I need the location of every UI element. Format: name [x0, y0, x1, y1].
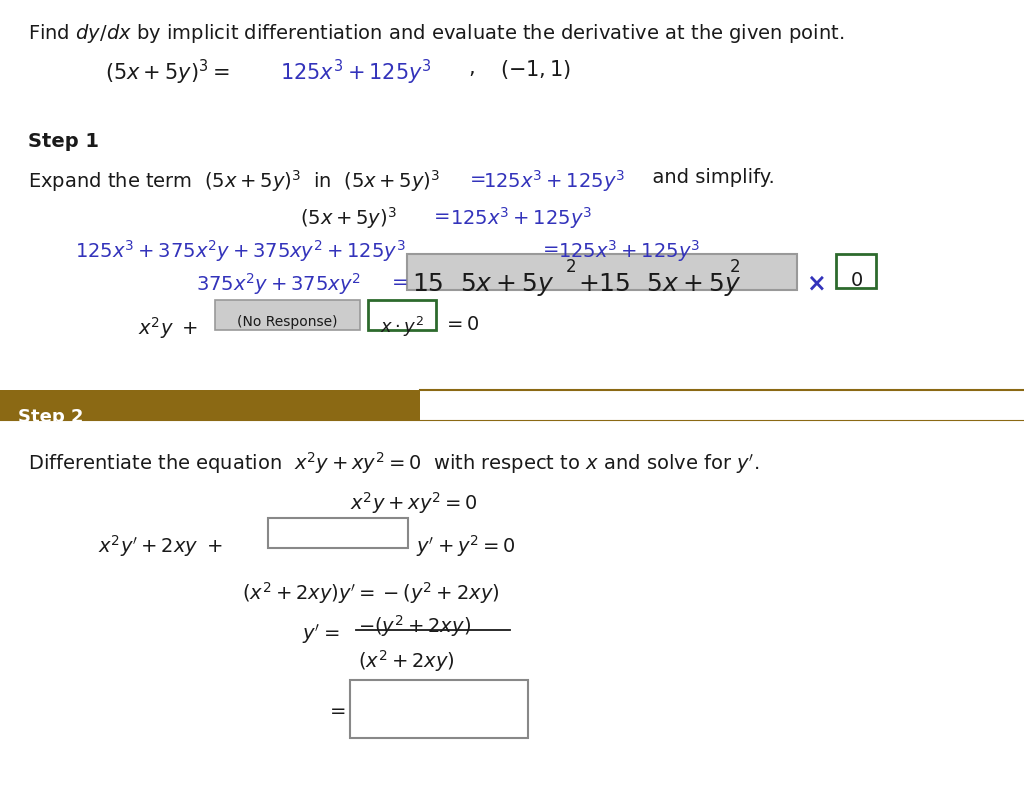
- Text: $2$: $2$: [729, 258, 740, 276]
- Text: $x^2y' + 2xy\ +$: $x^2y' + 2xy\ +$: [98, 533, 223, 559]
- Text: $125x^3 + 125y^3$: $125x^3 + 125y^3$: [450, 205, 592, 231]
- Bar: [268, 518, 408, 548]
- Text: $+ 15\ \ 5x+5y$: $+ 15\ \ 5x+5y$: [578, 271, 741, 298]
- Text: $(x^2 + 2xy)y' = -(y^2 + 2xy)$: $(x^2 + 2xy)y' = -(y^2 + 2xy)$: [242, 580, 500, 606]
- Text: $-(y^2 + 2xy)$: $-(y^2 + 2xy)$: [358, 613, 471, 639]
- Text: $x \cdot y^2$: $x \cdot y^2$: [380, 315, 424, 339]
- Text: $375x^2y + 375xy^2$: $375x^2y + 375xy^2$: [196, 271, 360, 297]
- Bar: [0, 390, 420, 420]
- Text: $\mathbf{\times}$: $\mathbf{\times}$: [806, 271, 825, 295]
- Text: $=$: $=$: [326, 700, 346, 719]
- Text: Step 2: Step 2: [18, 408, 84, 426]
- Text: $2$: $2$: [565, 258, 575, 276]
- Text: $=$: $=$: [388, 271, 409, 290]
- Text: $y' + y^2 = 0$: $y' + y^2 = 0$: [416, 533, 516, 559]
- Text: $0$: $0$: [850, 271, 862, 290]
- Text: Expand the term  $(5x + 5y)^3$  in  $(5x + 5y)^3$: Expand the term $(5x + 5y)^3$ in $(5x + …: [28, 168, 440, 194]
- Text: $=$: $=$: [539, 238, 559, 257]
- Text: $125x^3 + 125y^3$: $125x^3 + 125y^3$: [483, 168, 625, 194]
- Text: Differentiate the equation  $x^2y + xy^2 = 0$  with respect to $x$ and solve for: Differentiate the equation $x^2y + xy^2 …: [28, 450, 760, 476]
- Text: $x^2y + xy^2 = 0$: $x^2y + xy^2 = 0$: [350, 490, 478, 516]
- Text: $(x^2 + 2xy)$: $(x^2 + 2xy)$: [358, 648, 455, 674]
- Text: $x^2y\ +$: $x^2y\ +$: [138, 315, 199, 341]
- Text: $=$: $=$: [430, 205, 451, 224]
- Text: $(5x + 5y)^3$: $(5x + 5y)^3$: [300, 205, 396, 231]
- Bar: [350, 680, 528, 738]
- Bar: [368, 300, 436, 330]
- Bar: [836, 254, 876, 288]
- Text: $125x^3 + 125y^3$: $125x^3 + 125y^3$: [558, 238, 700, 264]
- Text: $125x^3 + 375x^2y + 375xy^2 + 125y^3$: $125x^3 + 375x^2y + 375xy^2 + 125y^3$: [75, 238, 406, 264]
- Text: $125x^3 + 125y^3$: $125x^3 + 125y^3$: [280, 58, 432, 87]
- Text: $(-1, 1)$: $(-1, 1)$: [500, 58, 571, 81]
- Text: $,$: $,$: [468, 58, 475, 78]
- Text: Find $dy/dx$ by implicit differentiation and evaluate the derivative at the give: Find $dy/dx$ by implicit differentiation…: [28, 22, 845, 45]
- Text: (No Response): (No Response): [237, 315, 337, 329]
- Text: and simplify.: and simplify.: [640, 168, 775, 187]
- Text: $= 0$: $= 0$: [443, 315, 480, 334]
- Text: $(5x + 5y)^3 = $: $(5x + 5y)^3 = $: [105, 58, 229, 87]
- Bar: [215, 300, 360, 330]
- Text: $15\ \ 5x+5y$: $15\ \ 5x+5y$: [412, 271, 554, 298]
- Text: $=$: $=$: [466, 168, 486, 187]
- Text: Step 1: Step 1: [28, 132, 99, 151]
- Text: $y' = $: $y' = $: [302, 622, 339, 646]
- Bar: [407, 254, 797, 290]
